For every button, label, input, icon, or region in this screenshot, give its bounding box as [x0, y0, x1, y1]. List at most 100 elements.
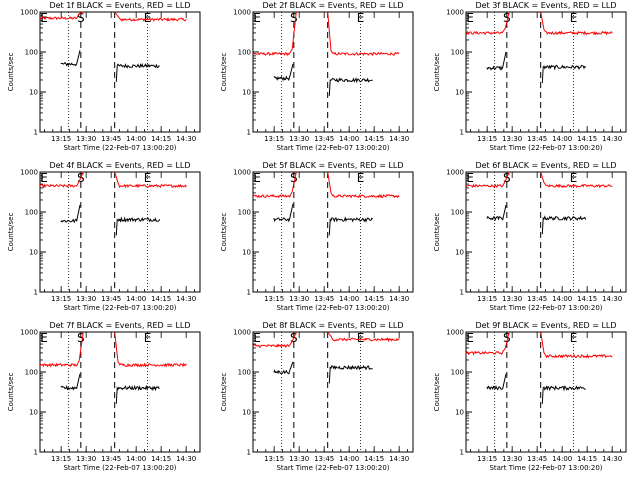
- y-axis-label: Counts/sec: [7, 373, 15, 412]
- marker-label: E: [466, 11, 474, 25]
- series-lld-post: [114, 331, 187, 368]
- x-tick-label: 14:15: [577, 135, 597, 143]
- plot-frame: [465, 171, 627, 293]
- x-tick-label: 14:30: [602, 455, 622, 463]
- x-tick-label: 13:15: [264, 135, 284, 143]
- y-tick-label: 10: [455, 89, 464, 97]
- x-tick-label: 14:30: [602, 135, 622, 143]
- series-lld-pre: [466, 171, 510, 189]
- x-axis-label: Start Time (22-Feb-07 13:00:20): [276, 304, 389, 312]
- panel-5: Det 5f BLACK = Events, RED = LLD 1 10 100 10…: [220, 161, 414, 312]
- x-tick-label: 13:45: [101, 295, 121, 303]
- series-lld-post: [114, 171, 187, 189]
- series-lld-post: [540, 171, 613, 189]
- x-tick-label: 14:00: [126, 135, 146, 143]
- x-tick-label: 13:45: [314, 135, 334, 143]
- y-tick-label: 1: [34, 449, 38, 457]
- x-tick-label: 13:30: [76, 455, 96, 463]
- y-tick-label: 100: [451, 49, 464, 57]
- x-tick-label: 14:30: [602, 295, 622, 303]
- series-lld-pre: [466, 11, 510, 36]
- marker-label: E: [570, 171, 578, 185]
- y-tick-label: 1000: [20, 9, 38, 17]
- x-tick-label: 13:30: [502, 135, 522, 143]
- y-tick-label: 1000: [233, 169, 251, 177]
- series-events-post: [328, 77, 373, 96]
- series-events-post: [541, 215, 587, 235]
- marker-label: E: [466, 331, 474, 345]
- plot-frame: [465, 11, 627, 133]
- panel-8: Det 8f BLACK = Events, RED = LLD 1 10 100 10…: [220, 321, 414, 472]
- y-tick-label: 10: [242, 89, 251, 97]
- panel-6: Det 6f BLACK = Events, RED = LLD 1 10 100 10…: [433, 161, 627, 312]
- marker-label: S: [503, 331, 511, 345]
- series-events-pre: [60, 204, 81, 224]
- series-lld-pre: [252, 11, 297, 57]
- x-axis-label: Start Time (22-Feb-07 13:00:20): [489, 464, 602, 472]
- x-tick-label: 13:30: [289, 295, 309, 303]
- marker-label: E: [40, 171, 48, 185]
- marker-label: E: [570, 11, 578, 25]
- plot-frame: [252, 171, 414, 293]
- y-tick-label: 100: [25, 209, 38, 217]
- panel-2: Det 2f BLACK = Events, RED = LLD 1 10 100 10…: [220, 1, 414, 152]
- marker-label: E: [144, 11, 152, 25]
- x-tick-label: 14:15: [151, 455, 171, 463]
- series-lld-post: [540, 331, 613, 359]
- marker-label: E: [144, 171, 152, 185]
- y-tick-label: 1: [34, 289, 38, 297]
- panel-4: Det 4f BLACK = Events, RED = LLD 1 10 100 10…: [7, 161, 201, 312]
- plot-frame: [39, 171, 201, 293]
- x-tick-label: 13:15: [51, 135, 71, 143]
- panel-1: Det 1f BLACK = Events, RED = LLD 1 10 100 10…: [7, 1, 201, 152]
- x-tick-label: 13:30: [502, 295, 522, 303]
- y-axis-label: Counts/sec: [433, 373, 441, 412]
- y-tick-label: 10: [242, 249, 251, 257]
- y-tick-label: 100: [25, 369, 38, 377]
- y-axis-label: Counts/sec: [220, 213, 228, 252]
- x-tick-label: 13:45: [527, 135, 547, 143]
- y-axis-label: Counts/sec: [433, 53, 441, 92]
- series-lld-pre: [252, 171, 297, 199]
- x-axis-label: Start Time (22-Feb-07 13:00:20): [276, 464, 389, 472]
- plot-frame: [465, 331, 627, 453]
- panel-title: Det 8f BLACK = Events, RED = LLD: [262, 321, 403, 330]
- y-tick-label: 1: [460, 449, 464, 457]
- panel-title: Det 4f BLACK = Events, RED = LLD: [49, 161, 190, 170]
- y-tick-label: 100: [238, 209, 251, 217]
- series-events-pre: [486, 204, 507, 222]
- y-tick-label: 1000: [20, 169, 38, 177]
- series-events-pre: [486, 51, 507, 71]
- marker-label: E: [357, 171, 365, 185]
- x-tick-label: 14:00: [552, 455, 572, 463]
- x-axis-label: Start Time (22-Feb-07 13:00:20): [63, 464, 176, 472]
- y-tick-label: 1: [460, 129, 464, 137]
- x-axis-label: Start Time (22-Feb-07 13:00:20): [489, 144, 602, 152]
- marker-label: E: [357, 11, 365, 25]
- x-tick-label: 14:00: [126, 455, 146, 463]
- marker-label: E: [253, 171, 261, 185]
- series-lld-post: [327, 171, 400, 199]
- marker-label: E: [40, 331, 48, 345]
- x-tick-label: 13:30: [289, 135, 309, 143]
- x-tick-label: 14:15: [577, 455, 597, 463]
- x-tick-label: 13:30: [502, 455, 522, 463]
- panel-3: Det 3f BLACK = Events, RED = LLD 1 10 100 10…: [433, 1, 627, 152]
- panel-9: Det 9f BLACK = Events, RED = LLD 1 10 100 10…: [433, 321, 627, 472]
- y-tick-label: 1000: [446, 169, 464, 177]
- x-tick-label: 14:30: [176, 295, 196, 303]
- marker-label: E: [357, 331, 365, 345]
- series-events-post: [328, 364, 373, 384]
- x-tick-label: 14:15: [151, 295, 171, 303]
- x-tick-label: 14:15: [151, 135, 171, 143]
- series-events-pre: [60, 373, 81, 391]
- y-tick-label: 1: [34, 129, 38, 137]
- x-tick-label: 13:30: [76, 135, 96, 143]
- marker-label: E: [253, 11, 261, 25]
- x-axis-label: Start Time (22-Feb-07 13:00:20): [276, 144, 389, 152]
- x-tick-label: 13:15: [51, 295, 71, 303]
- series-events-post: [115, 384, 160, 404]
- series-lld-pre: [39, 331, 84, 368]
- x-tick-label: 14:00: [552, 135, 572, 143]
- series-lld-post: [114, 11, 187, 22]
